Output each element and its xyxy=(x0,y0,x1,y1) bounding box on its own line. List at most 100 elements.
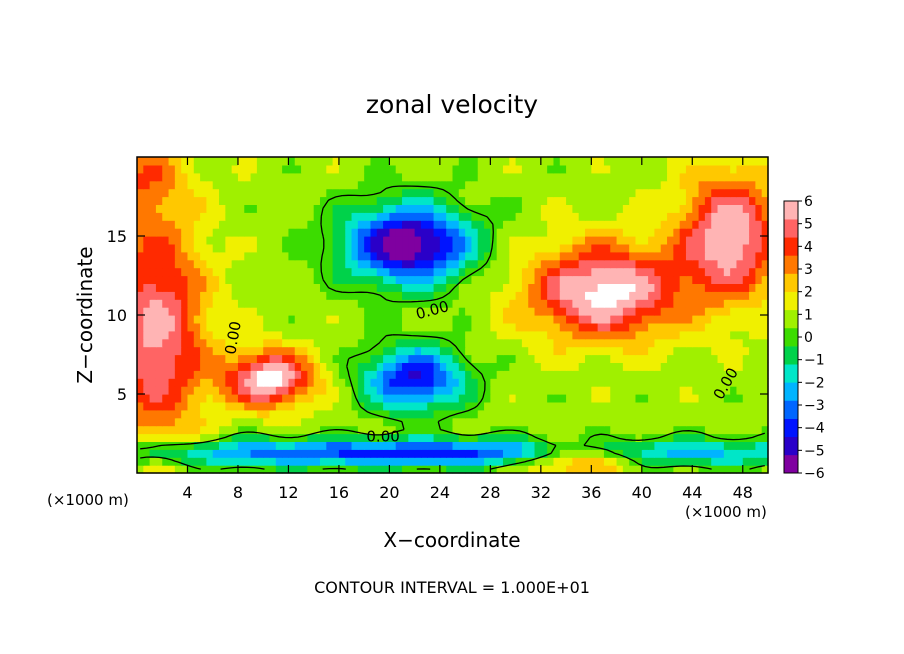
heatmap-cell xyxy=(250,307,258,316)
heatmap-cell xyxy=(692,164,700,174)
heatmap-cell xyxy=(610,433,618,442)
heatmap-cell xyxy=(231,172,239,182)
heatmap-cell xyxy=(667,212,674,221)
heatmap-cell xyxy=(465,275,473,284)
heatmap-cell xyxy=(446,204,454,213)
heatmap-cell xyxy=(515,172,523,182)
heatmap-cell xyxy=(149,196,157,205)
heatmap-cell xyxy=(509,338,517,348)
heatmap-cell xyxy=(622,362,630,371)
heatmap-cell xyxy=(225,164,233,174)
heatmap-cell xyxy=(181,283,189,292)
heatmap-cell xyxy=(174,283,182,292)
heatmap-cell xyxy=(149,425,157,435)
heatmap-cell xyxy=(704,204,712,213)
heatmap-cell xyxy=(723,346,731,356)
heatmap-cell xyxy=(496,441,504,450)
heatmap-cell xyxy=(427,188,435,198)
heatmap-cell xyxy=(566,338,573,348)
colorbar-tick-label: 5 xyxy=(804,217,813,233)
heatmap-cell xyxy=(244,283,252,292)
heatmap-cell xyxy=(319,299,327,308)
heatmap-cell xyxy=(313,362,321,371)
heatmap-cell xyxy=(452,172,460,182)
heatmap-cell xyxy=(294,394,302,403)
heatmap-cell xyxy=(383,386,390,395)
heatmap-cell xyxy=(648,338,656,348)
heatmap-cell xyxy=(155,330,163,340)
heatmap-cell xyxy=(730,188,738,198)
heatmap-cell xyxy=(622,330,630,340)
heatmap-cell xyxy=(351,236,359,245)
heatmap-cell xyxy=(313,204,321,213)
heatmap-cell xyxy=(616,370,624,379)
heatmap-cell xyxy=(635,417,643,427)
heatmap-cell xyxy=(244,346,252,356)
heatmap-cell xyxy=(200,315,208,324)
heatmap-cell xyxy=(540,220,548,229)
heatmap-cell xyxy=(465,204,473,213)
heatmap-cell xyxy=(237,322,245,332)
heatmap-cell xyxy=(395,354,403,363)
heatmap-cell xyxy=(414,457,422,466)
heatmap-cell xyxy=(597,401,605,411)
heatmap-cell xyxy=(345,322,353,332)
heatmap-cell xyxy=(420,172,428,182)
heatmap-cell xyxy=(288,220,296,229)
heatmap-cell xyxy=(597,449,605,458)
heatmap-cell xyxy=(408,251,416,261)
heatmap-cell xyxy=(162,291,170,300)
heatmap-cell xyxy=(237,330,245,340)
heatmap-cell xyxy=(635,394,643,403)
heatmap-cell xyxy=(301,267,308,277)
heatmap-cell xyxy=(383,401,390,411)
heatmap-cell xyxy=(736,465,744,474)
heatmap-cell xyxy=(219,291,226,300)
heatmap-cell xyxy=(427,220,435,229)
heatmap-cell xyxy=(383,180,390,190)
heatmap-cell xyxy=(357,394,365,403)
heatmap-cell xyxy=(585,299,592,308)
heatmap-cell xyxy=(269,417,277,427)
heatmap-cell xyxy=(256,164,264,174)
heatmap-cell xyxy=(502,236,510,245)
heatmap-cell xyxy=(540,212,548,221)
heatmap-cell xyxy=(376,196,384,205)
heatmap-cell xyxy=(717,417,725,427)
heatmap-cell xyxy=(402,251,409,261)
heatmap-cell xyxy=(458,157,466,166)
heatmap-cell xyxy=(477,425,485,435)
heatmap-cell xyxy=(692,196,700,205)
heatmap-cell xyxy=(603,370,611,379)
heatmap-cell xyxy=(641,330,649,340)
heatmap-cell xyxy=(616,417,624,427)
heatmap-cell xyxy=(585,386,592,395)
heatmap-cell xyxy=(219,283,226,292)
heatmap-cell xyxy=(521,204,529,213)
heatmap-cell xyxy=(572,283,580,292)
heatmap-cell xyxy=(313,307,321,316)
heatmap-cell xyxy=(149,259,157,269)
heatmap-cell xyxy=(566,204,573,213)
heatmap-cell xyxy=(294,449,302,458)
heatmap-cell xyxy=(610,354,618,363)
heatmap-cell xyxy=(420,291,428,300)
heatmap-cell xyxy=(515,354,523,363)
heatmap-cell xyxy=(364,338,372,348)
heatmap-cell xyxy=(383,267,390,277)
heatmap-cell xyxy=(717,307,725,316)
heatmap-cell xyxy=(692,315,700,324)
heatmap-cell xyxy=(521,212,529,221)
heatmap-cell xyxy=(685,315,693,324)
heatmap-cell xyxy=(622,441,630,450)
heatmap-cell xyxy=(433,164,441,174)
heatmap-cell xyxy=(749,291,756,300)
heatmap-cell xyxy=(723,433,731,442)
heatmap-cell xyxy=(654,291,662,300)
heatmap-cell xyxy=(345,457,353,466)
heatmap-cell xyxy=(439,228,447,237)
heatmap-cell xyxy=(717,346,725,356)
heatmap-cell xyxy=(629,315,637,324)
heatmap-cell xyxy=(225,188,233,198)
